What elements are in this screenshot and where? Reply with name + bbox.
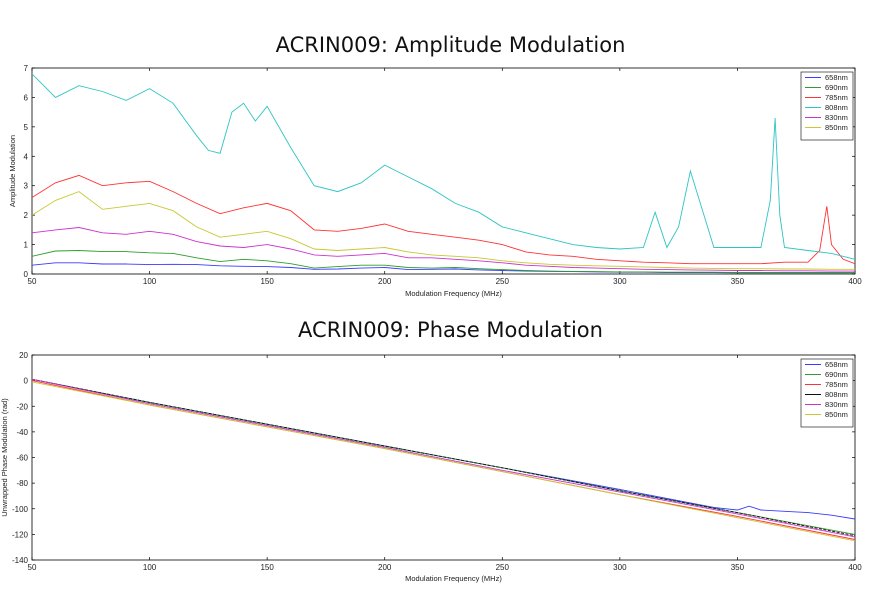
x-tick-label: 150 — [260, 563, 274, 572]
legend-entry: 690nm — [825, 370, 848, 379]
legend-entry: 850nm — [825, 410, 848, 419]
x-tick-label: 200 — [378, 563, 392, 572]
x-tick-label: 300 — [613, 563, 627, 572]
y-tick-label: 2 — [24, 211, 29, 220]
x-axis-label: Modulation Frequency (MHz) — [405, 289, 502, 298]
y-tick-label: 3 — [24, 182, 29, 191]
legend-entry: 658nm — [825, 360, 848, 369]
y-tick-label: 7 — [24, 64, 29, 73]
chart-title: ACRIN009: Phase Modulation — [298, 318, 603, 342]
series-line-808nm — [32, 73, 855, 260]
series-line-850nm — [32, 381, 855, 542]
y-tick-label: 1 — [24, 241, 29, 250]
x-tick-label: 150 — [260, 277, 274, 286]
x-tick-label: 200 — [378, 277, 392, 286]
legend-entry: 850nm — [825, 123, 848, 132]
y-tick-label: -20 — [16, 402, 28, 411]
y-tick-label: -140 — [12, 556, 29, 565]
y-tick-label: -40 — [16, 428, 28, 437]
x-tick-label: 100 — [143, 277, 157, 286]
x-tick-label: 50 — [28, 563, 37, 572]
series-line-850nm — [32, 191, 855, 270]
plot-area — [31, 354, 856, 561]
y-tick-label: -120 — [12, 530, 29, 539]
x-axis-label: Modulation Frequency (MHz) — [405, 574, 502, 583]
series-line-690nm — [32, 250, 855, 273]
chart-title: ACRIN009: Amplitude Modulation — [276, 33, 626, 57]
x-tick-label: 400 — [848, 563, 862, 572]
series-line-808nm — [32, 378, 855, 537]
series-line-785nm — [32, 174, 855, 265]
y-tick-label: 6 — [24, 93, 29, 102]
legend-entry: 690nm — [825, 83, 848, 92]
y-tick-label: 0 — [24, 270, 29, 279]
legend-entry: 785nm — [825, 93, 848, 102]
plot-area — [31, 67, 856, 275]
legend-entry: 658nm — [825, 73, 848, 82]
x-tick-label: 350 — [731, 277, 745, 286]
legend-entry: 808nm — [825, 103, 848, 112]
legend-box — [800, 358, 854, 428]
y-tick-label: -60 — [16, 454, 28, 463]
y-tick-label: 4 — [24, 152, 29, 161]
y-axis-label: Unwrapped Phase Modulation (rad) — [0, 398, 9, 517]
y-tick-label: -100 — [12, 505, 29, 514]
x-tick-label: 250 — [496, 277, 510, 286]
x-tick-label: 300 — [613, 277, 627, 286]
x-tick-label: 50 — [28, 277, 37, 286]
legend-entry: 830nm — [825, 400, 848, 409]
y-tick-label: 20 — [19, 351, 28, 360]
legend-box — [800, 71, 854, 141]
legend-entry: 808nm — [825, 390, 848, 399]
y-tick-label: 0 — [24, 377, 29, 386]
x-tick-label: 400 — [848, 277, 862, 286]
legend-entry: 830nm — [825, 113, 848, 122]
series-line-830nm — [32, 227, 855, 272]
y-tick-label: -80 — [16, 479, 28, 488]
x-tick-label: 350 — [731, 563, 745, 572]
x-tick-label: 250 — [496, 563, 510, 572]
legend-entry: 785nm — [825, 380, 848, 389]
x-tick-label: 100 — [143, 563, 157, 572]
y-tick-label: 5 — [24, 123, 29, 132]
y-axis-label: Amplitude Modulation — [8, 135, 17, 207]
series-line-830nm — [32, 378, 855, 538]
